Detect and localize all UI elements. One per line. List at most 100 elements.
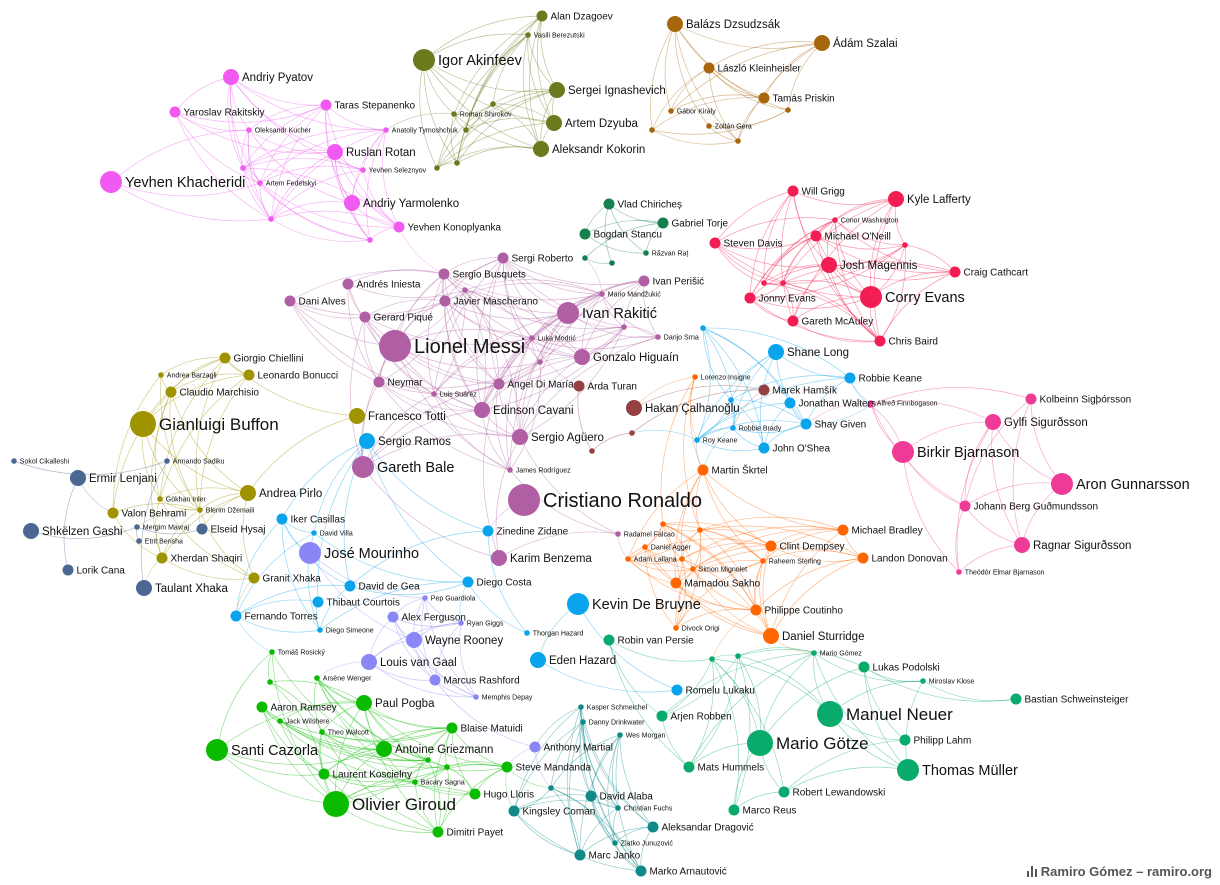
graph-edge [531, 336, 659, 350]
graph-edge [259, 129, 387, 184]
graph-node [533, 141, 549, 157]
graph-edge [863, 666, 906, 741]
graph-edge [749, 296, 872, 309]
graph-edge [612, 807, 619, 844]
graph-node [130, 411, 156, 437]
node-label: Diego Simeone [326, 628, 374, 635]
graph-edge [289, 270, 445, 302]
graph-edge [481, 356, 583, 411]
graph-edge [708, 125, 739, 142]
graph-node [62, 564, 74, 576]
node-label: Kingsley Coman [523, 807, 596, 818]
graph-edge [378, 273, 445, 383]
graph-edge [627, 538, 772, 560]
graph-node [508, 805, 520, 817]
graph-edge [224, 357, 358, 417]
graph-edge [216, 749, 337, 805]
graph-edge [702, 327, 807, 425]
graph-node [312, 596, 324, 608]
graph-edge [958, 544, 1023, 573]
node-label: Edinson Cavani [493, 405, 574, 417]
graph-edge [351, 129, 387, 204]
graph-edge [550, 787, 642, 872]
node-label: Memphis Depay [482, 695, 533, 702]
graph-edge [456, 34, 529, 164]
graph-node [156, 552, 168, 564]
graph-edge [378, 381, 500, 395]
graph-edge [199, 374, 250, 511]
node-label: Yaroslav Rakitskiy [184, 108, 265, 119]
graph-edge [964, 421, 994, 507]
graph-node [196, 523, 208, 535]
node-label: Diego Costa [477, 578, 532, 589]
graph-edge [169, 391, 201, 511]
graph-edge [368, 661, 477, 698]
graph-edge [436, 103, 494, 169]
graph-edge [443, 273, 483, 411]
node-label: Lukas Podolski [873, 663, 940, 674]
graph-edge [476, 257, 504, 411]
graph-edge [582, 721, 619, 809]
graph-node [314, 675, 320, 681]
graph-node [760, 558, 766, 564]
graph-edge [513, 706, 582, 812]
node-label: Landon Donovan [872, 554, 948, 565]
graph-edge [414, 766, 448, 783]
graph-node [629, 430, 635, 436]
graph-edge [443, 273, 500, 385]
graph-node [157, 496, 163, 502]
graph-edge [424, 597, 462, 624]
graph-edge [230, 76, 327, 106]
graph-edge [749, 244, 906, 299]
graph-edge [269, 681, 323, 733]
graph-edge [662, 521, 772, 547]
graph-edge [783, 739, 906, 793]
graph-node [230, 610, 242, 622]
graph-node [474, 402, 490, 418]
graph-edge [269, 681, 325, 775]
graph-node [356, 695, 372, 711]
node-label: Alfreð Finnbogason [877, 400, 938, 408]
graph-edge [550, 721, 584, 789]
node-label: Andriy Yarmolenko [363, 198, 459, 210]
node-label: Dimitri Payet [447, 828, 504, 839]
graph-edge [581, 336, 659, 358]
graph-edge [434, 622, 462, 681]
graph-node [1014, 537, 1030, 553]
graph-node [530, 652, 546, 668]
graph-edge [608, 639, 713, 662]
graph-edge [242, 104, 327, 169]
node-label: Fernando Torres [245, 612, 318, 623]
graph-edge [702, 327, 791, 404]
node-label: Andrea Pirlo [259, 488, 322, 500]
graph-edge [270, 129, 387, 220]
graph-edge [506, 337, 533, 471]
node-label: Darijo Srna [664, 335, 699, 342]
node-label: Ryan Giggs [467, 621, 504, 628]
node-label: Clint Dempsey [780, 542, 845, 553]
graph-edge [230, 76, 387, 131]
graph-node [438, 268, 450, 280]
node-label: Theo Walcott [328, 730, 369, 737]
graph-edge [248, 129, 336, 153]
graph-edge [150, 391, 172, 559]
graph-edge [702, 469, 844, 531]
graph-node [874, 335, 886, 347]
graph-node [778, 786, 790, 798]
graph-edge [711, 609, 757, 660]
graph-node [765, 540, 777, 552]
graph-edge [708, 41, 823, 69]
graph-node [536, 10, 548, 22]
graph-node [784, 397, 796, 409]
node-label: Michael O'Neill [825, 232, 891, 243]
graph-node [589, 448, 595, 454]
graph-node [268, 216, 274, 222]
graph-node [1010, 693, 1022, 705]
graph-edge [159, 498, 201, 511]
graph-node [626, 400, 642, 416]
graph-edge [366, 129, 387, 241]
graph-edge [683, 376, 701, 531]
graph-edge [427, 759, 441, 833]
graph-node [482, 525, 494, 537]
graph-edge [160, 374, 201, 511]
